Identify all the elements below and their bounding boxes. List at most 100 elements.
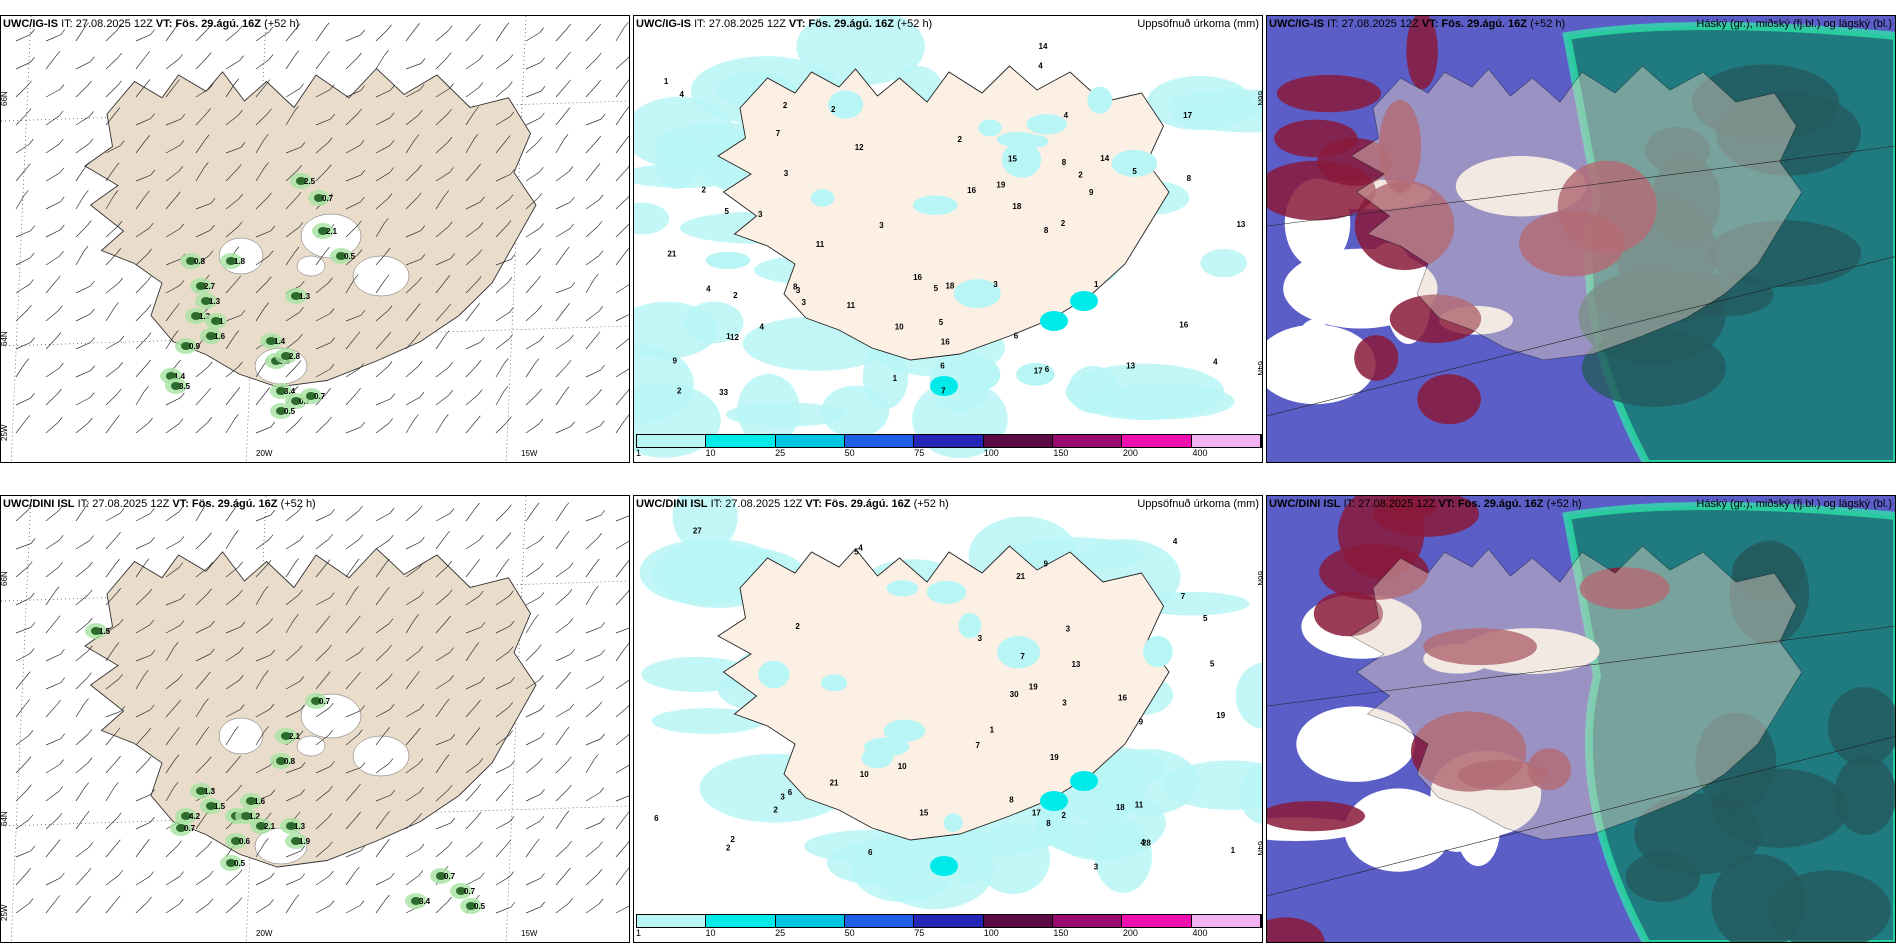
wind-barb (585, 903, 600, 914)
wind-barb-flag (356, 615, 361, 622)
wind-barb (315, 538, 329, 550)
wind-barb (75, 815, 86, 830)
wind-barb-flag (145, 51, 151, 57)
wind-barb (105, 760, 117, 774)
colorbar-cell (983, 435, 1053, 447)
wind-barb (435, 141, 449, 154)
wind-barb-flag (385, 838, 390, 845)
wind-barb (135, 281, 148, 294)
wind-barb-flag (505, 135, 511, 141)
mid-cloud-patch (1354, 180, 1455, 271)
colorbar-tick: 75 (914, 928, 925, 938)
wind-barb (195, 845, 209, 858)
wind-barb-flag (358, 534, 364, 540)
wind-barb (555, 815, 566, 830)
wind-barb-flag (510, 677, 515, 683)
wind-barb (255, 167, 265, 182)
wind-barb-flag (418, 646, 424, 652)
panel-subtitle: Háský (gr.), miðský (fj.bl.) og lágský (… (1696, 498, 1892, 510)
precip-area (758, 660, 790, 689)
wind-barb-flag (594, 754, 599, 760)
precip-area (705, 251, 751, 270)
wind-barb (375, 512, 391, 522)
wind-barb-flag (149, 871, 154, 877)
precip-area (1030, 828, 1073, 847)
precip-area (976, 822, 1051, 895)
wind-barb (465, 595, 480, 606)
precip-value: 4 (858, 544, 863, 553)
precip-value: 7 (1181, 592, 1186, 601)
wind-barb-flag (115, 107, 121, 113)
wind-barb-flag (206, 24, 212, 30)
precip-value: 1 (893, 374, 898, 383)
precip-area (634, 301, 718, 359)
wind-barb-flag (238, 361, 243, 368)
precip-core (314, 194, 324, 202)
wind-barb (405, 63, 422, 70)
wind-barb-flag (149, 222, 154, 229)
wind-barb-flag (270, 789, 276, 796)
wind-barb-flag (359, 363, 364, 369)
wind-barb (465, 877, 481, 886)
wind-barb (315, 790, 329, 802)
wind-barb (525, 649, 538, 662)
wind-barb (525, 619, 535, 634)
wind-barb (525, 393, 538, 406)
wind-barb (525, 679, 540, 690)
wind-barb-flag (475, 727, 481, 733)
precip-value: 10 (898, 762, 907, 771)
wind-barb-flag (296, 192, 302, 198)
wind-barb-flag (383, 218, 389, 224)
wind-barb (195, 506, 205, 522)
wind-barb-flag (87, 729, 93, 735)
wind-barb-flag (387, 361, 393, 367)
wind-barb-flag (360, 29, 366, 36)
wind-barb (375, 709, 391, 718)
wind-barb-flag (534, 614, 539, 620)
wind-barb-flag (539, 815, 545, 822)
precip-value: 2 (1061, 811, 1066, 820)
wind-barb-flag (597, 701, 603, 707)
precip-value: 0.5 (234, 859, 246, 868)
wind-barb-flag (389, 167, 394, 173)
wind-barb (495, 906, 512, 914)
precip-value: 3 (1094, 862, 1099, 871)
wind-barb-flag (270, 421, 276, 428)
precip-value: 3 (802, 298, 807, 307)
wind-barb (435, 822, 451, 830)
wind-barb (525, 309, 539, 322)
wind-barb (135, 118, 151, 126)
wind-barb (495, 199, 510, 210)
precip-core (166, 372, 176, 380)
precip-core (436, 872, 446, 880)
wind-barb (495, 651, 510, 662)
wind-barb-flag (570, 196, 575, 203)
wind-map: 1.50.72.10.81.31.54.23.81.61.20.72.10.61… (1, 496, 629, 942)
wind-barb-flag (625, 79, 629, 85)
wind-barb-flag (87, 80, 92, 87)
wind-barb-flag (26, 108, 32, 114)
wind-barb (375, 763, 390, 774)
wind-barb (165, 228, 180, 238)
precip-value: 11 (847, 301, 856, 310)
wind-barb-flag (388, 758, 394, 764)
precip-value: 16 (1118, 694, 1127, 703)
wind-barb-flag (476, 812, 482, 818)
precip-value: 3 (978, 634, 983, 643)
wind-barb (285, 421, 299, 434)
wind-barb (585, 311, 600, 322)
axis-label: 25W (1, 904, 9, 921)
wind-barb (375, 843, 386, 858)
precip-value: 1 (1231, 846, 1236, 855)
wind-barb (615, 647, 626, 662)
precip-area (1001, 141, 1042, 178)
wind-barb (345, 652, 360, 662)
wind-barb (465, 626, 482, 634)
precip-value: 16 (967, 186, 976, 195)
wind-barb-flag (506, 532, 512, 538)
wind-barb (465, 420, 477, 434)
wind-barb-flag (600, 733, 606, 739)
wind-barb-flag (88, 842, 94, 848)
wind-barb (375, 310, 389, 322)
wind-barb (255, 675, 265, 690)
